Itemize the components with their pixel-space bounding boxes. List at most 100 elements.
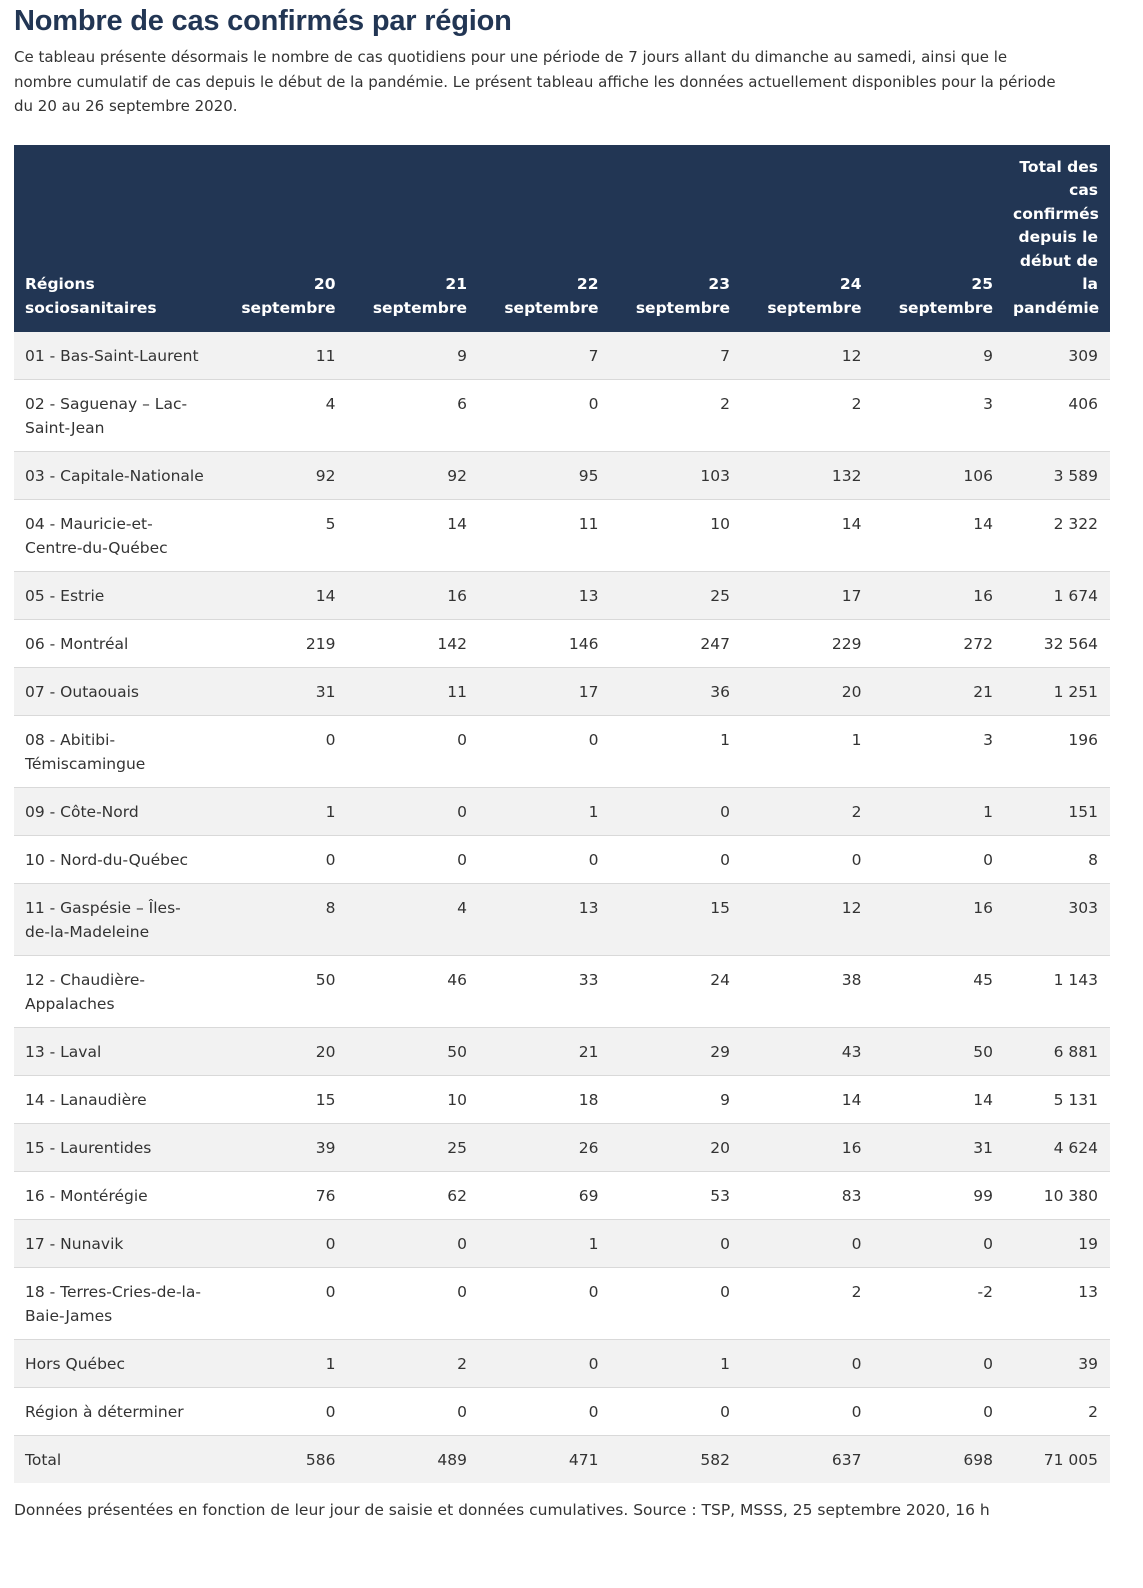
- daily-count-cell: 12: [742, 883, 874, 956]
- daily-count-cell: 0: [216, 1219, 348, 1268]
- cumulative-total-cell: 10 380: [1005, 1171, 1110, 1220]
- daily-count-cell: 92: [216, 451, 348, 500]
- daily-count-cell: 0: [347, 1387, 479, 1436]
- daily-count-cell: 1: [216, 787, 348, 836]
- cumulative-total-cell: 4 624: [1005, 1123, 1110, 1172]
- daily-count-cell: 2: [347, 1339, 479, 1388]
- daily-count-cell: 36: [610, 667, 742, 716]
- daily-count-cell: 0: [347, 1267, 479, 1340]
- daily-count-cell: 0: [873, 1339, 1005, 1388]
- daily-count-cell: 586: [216, 1435, 348, 1483]
- cases-by-region-table: Régions sociosanitaires 20 septembre 21 …: [14, 144, 1110, 1483]
- cumulative-total-cell: 196: [1005, 715, 1110, 788]
- table-header-row: Régions sociosanitaires 20 septembre 21 …: [14, 144, 1110, 332]
- daily-count-cell: 50: [347, 1027, 479, 1076]
- daily-count-cell: 0: [610, 835, 742, 884]
- daily-count-cell: 16: [742, 1123, 874, 1172]
- table-row: 04 - Mauricie-et-Centre-du-Québec 5 14 11 10…: [14, 499, 1110, 572]
- daily-count-cell: 698: [873, 1435, 1005, 1483]
- table-row: 06 - Montréal 219 142 146 247 229 272 32 564: [14, 619, 1110, 668]
- table-row: 10 - Nord-du-Québec 0 0 0 0 0 0 8: [14, 835, 1110, 884]
- cumulative-total-cell: 1 143: [1005, 955, 1110, 1028]
- daily-count-cell: 2: [742, 1267, 874, 1340]
- source-note: Données présentées en fonction de leur j…: [14, 1501, 990, 1519]
- table-row: 18 - Terres-Cries-de-la-Baie-James 0 0 0 0 2-…: [14, 1267, 1110, 1340]
- daily-count-cell: 5: [216, 499, 348, 572]
- table-body: 01 - Bas-Saint-Laurent 11 9 7 7 12 9 309 02 - Sa…: [14, 332, 1110, 1483]
- page-title: Nombre de cas confirmés par région: [14, 5, 512, 37]
- daily-count-cell: 0: [216, 1387, 348, 1436]
- daily-count-cell: 53: [610, 1171, 742, 1220]
- cumulative-total-cell: 5 131: [1005, 1075, 1110, 1124]
- daily-count-cell: 38: [742, 955, 874, 1028]
- region-name-cell: 15 - Laurentides: [14, 1123, 216, 1172]
- daily-count-cell: 0: [610, 787, 742, 836]
- daily-count-cell: 43: [742, 1027, 874, 1076]
- daily-count-cell: 7: [479, 332, 611, 380]
- daily-count-cell: 7: [610, 332, 742, 380]
- daily-count-cell: 0: [216, 715, 348, 788]
- daily-count-cell: 132: [742, 451, 874, 500]
- cumulative-total-cell: 1 251: [1005, 667, 1110, 716]
- table-header: Régions sociosanitaires 20 septembre 21 …: [14, 144, 1110, 332]
- daily-count-cell: 50: [873, 1027, 1005, 1076]
- column-header-date: 22 septembre: [479, 144, 611, 332]
- daily-count-cell: 9: [873, 332, 1005, 380]
- daily-count-cell: 39: [216, 1123, 348, 1172]
- region-name-cell: 06 - Montréal: [14, 619, 216, 668]
- daily-count-cell: 0: [610, 1387, 742, 1436]
- daily-count-cell: 0: [347, 787, 479, 836]
- daily-count-cell: 0: [873, 1387, 1005, 1436]
- column-header-total: Total des cas confirmés depuis le début …: [1005, 144, 1110, 332]
- daily-count-cell: 4: [347, 883, 479, 956]
- daily-count-cell: -2: [873, 1267, 1005, 1340]
- daily-count-cell: 103: [610, 451, 742, 500]
- daily-count-cell: 76: [216, 1171, 348, 1220]
- daily-count-cell: 18: [479, 1075, 611, 1124]
- daily-count-cell: 21: [873, 667, 1005, 716]
- region-name-cell: Hors Québec: [14, 1339, 216, 1388]
- column-header-date: 25 septembre: [873, 144, 1005, 332]
- daily-count-cell: 582: [610, 1435, 742, 1483]
- region-name-cell: 13 - Laval: [14, 1027, 216, 1076]
- daily-count-cell: 0: [873, 1219, 1005, 1268]
- region-name-cell: 12 - Chaudière-Appalaches: [14, 955, 216, 1028]
- daily-count-cell: 14: [742, 1075, 874, 1124]
- daily-count-cell: 14: [873, 499, 1005, 572]
- table-row: 13 - Laval 20 50 21 29 43 50 6 881: [14, 1027, 1110, 1076]
- daily-count-cell: 11: [347, 667, 479, 716]
- daily-count-cell: 16: [347, 571, 479, 620]
- cumulative-total-cell: 406: [1005, 379, 1110, 452]
- daily-count-cell: 31: [216, 667, 348, 716]
- daily-count-cell: 33: [479, 955, 611, 1028]
- cumulative-total-cell: 309: [1005, 332, 1110, 380]
- table-row-total: Total 586 489 471 582 637 698 71 005: [14, 1435, 1110, 1483]
- daily-count-cell: 13: [479, 883, 611, 956]
- daily-count-cell: 0: [347, 1219, 479, 1268]
- table-row: 07 - Outaouais 31 11 17 36 20 21 1 251: [14, 667, 1110, 716]
- table-row: 03 - Capitale-Nationale 92 92 95 103 132 106 3 …: [14, 451, 1110, 500]
- region-name-cell: 05 - Estrie: [14, 571, 216, 620]
- daily-count-cell: 219: [216, 619, 348, 668]
- daily-count-cell: 229: [742, 619, 874, 668]
- table-row: 12 - Chaudière-Appalaches 50 46 33 24 38 45 1 1…: [14, 955, 1110, 1028]
- daily-count-cell: 16: [873, 883, 1005, 956]
- table-row: 15 - Laurentides 39 25 26 20 16 31 4 624: [14, 1123, 1110, 1172]
- region-name-cell: 08 - Abitibi-Témiscamingue: [14, 715, 216, 788]
- daily-count-cell: 11: [479, 499, 611, 572]
- cumulative-total-cell: 6 881: [1005, 1027, 1110, 1076]
- daily-count-cell: 13: [479, 571, 611, 620]
- region-name-cell: 18 - Terres-Cries-de-la-Baie-James: [14, 1267, 216, 1340]
- daily-count-cell: 99: [873, 1171, 1005, 1220]
- column-header-date: 20 septembre: [216, 144, 348, 332]
- daily-count-cell: 45: [873, 955, 1005, 1028]
- daily-count-cell: 1: [479, 787, 611, 836]
- daily-count-cell: 0: [479, 835, 611, 884]
- daily-count-cell: 0: [479, 1339, 611, 1388]
- daily-count-cell: 10: [610, 499, 742, 572]
- daily-count-cell: 0: [216, 1267, 348, 1340]
- region-name-cell: 04 - Mauricie-et-Centre-du-Québec: [14, 499, 216, 572]
- region-name-cell: 16 - Montérégie: [14, 1171, 216, 1220]
- daily-count-cell: 25: [610, 571, 742, 620]
- daily-count-cell: 20: [610, 1123, 742, 1172]
